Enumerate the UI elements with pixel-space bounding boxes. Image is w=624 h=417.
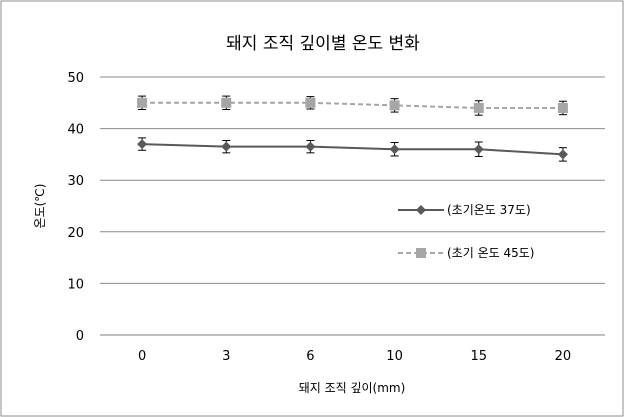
legend-marker-2 bbox=[416, 248, 426, 258]
x-tick-label: 3 bbox=[222, 349, 230, 364]
y-tick-label: 40 bbox=[67, 123, 84, 138]
legend: (초기온도 37도) (초기 온도 45도) bbox=[398, 203, 534, 260]
series-group bbox=[137, 95, 568, 162]
series-line bbox=[142, 101, 563, 109]
legend-label-1: (초기온도 37도) bbox=[447, 203, 531, 217]
y-tick-label: 0 bbox=[76, 329, 84, 344]
x-tick-label: 6 bbox=[306, 349, 314, 364]
y-tick-label: 20 bbox=[67, 226, 84, 241]
x-tick-label: 10 bbox=[386, 349, 403, 364]
y-tick-label: 50 bbox=[67, 71, 84, 86]
data-point bbox=[557, 149, 568, 160]
series-2 bbox=[137, 95, 568, 116]
series-line bbox=[142, 143, 563, 156]
x-tick-label: 20 bbox=[555, 349, 572, 364]
legend-entry-2: (초기 온도 45도) bbox=[398, 246, 534, 260]
data-point bbox=[473, 144, 484, 155]
gridlines bbox=[100, 76, 605, 284]
y-tick-labels: 0 10 20 30 40 50 bbox=[67, 71, 84, 344]
data-point bbox=[221, 97, 232, 108]
data-point bbox=[305, 141, 316, 152]
y-tick-label: 30 bbox=[67, 174, 84, 189]
data-point bbox=[389, 144, 400, 155]
x-tick-labels: 0 3 6 10 15 20 bbox=[138, 349, 571, 364]
data-point bbox=[473, 102, 484, 113]
legend-label-2: (초기 온도 45도) bbox=[447, 246, 534, 260]
data-point bbox=[137, 139, 148, 150]
y-axis-label: 온도(℃) bbox=[33, 184, 47, 229]
data-point bbox=[137, 97, 148, 108]
data-point bbox=[557, 102, 568, 113]
series-1 bbox=[137, 137, 568, 162]
y-tick-label: 10 bbox=[67, 277, 84, 292]
data-point bbox=[221, 141, 232, 152]
x-axis-label: 돼지 조직 깊이(mm) bbox=[299, 381, 406, 395]
chart-title: 돼지 조직 깊이별 온도 변화 bbox=[226, 34, 420, 54]
x-tick-label: 0 bbox=[138, 349, 146, 364]
legend-entry-1: (초기온도 37도) bbox=[398, 203, 531, 217]
data-point bbox=[389, 100, 400, 111]
x-tick-label: 15 bbox=[470, 349, 487, 364]
data-point bbox=[305, 97, 316, 108]
legend-marker-1 bbox=[416, 205, 426, 215]
